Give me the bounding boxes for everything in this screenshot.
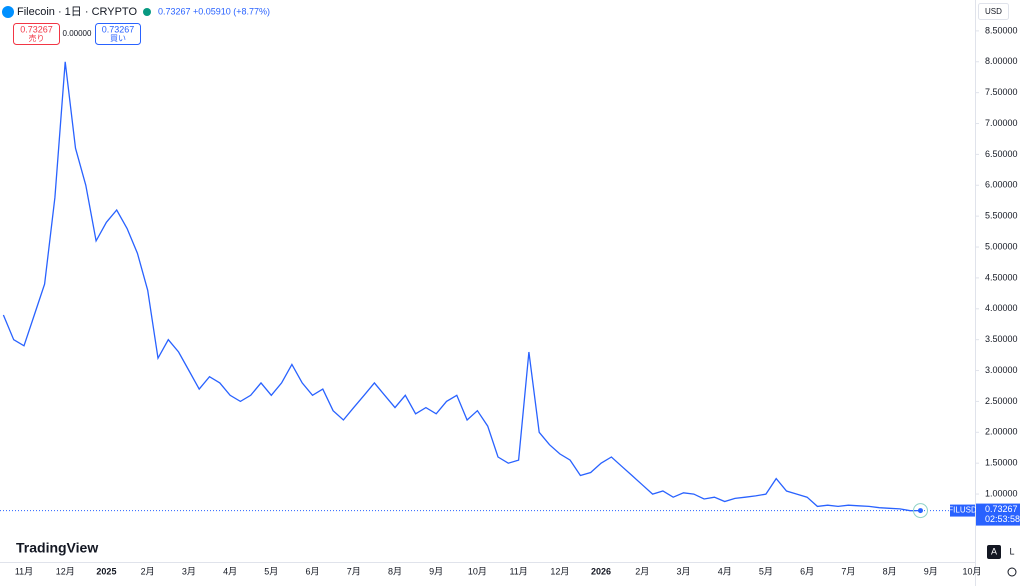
last-point-halo [912,503,928,519]
x-tick-label: 2026 [591,566,611,576]
x-tick-label: 8月 [388,566,402,576]
y-tick-label: 2.00000 [985,427,1018,437]
x-tick-label: 6月 [800,566,814,576]
spread: 0.00000 [63,29,92,38]
y-tick-label: 1.50000 [985,458,1018,468]
x-tick-label: 2月 [635,566,649,576]
x-tick-label: 3月 [676,566,690,576]
currency-button[interactable] [978,3,1009,20]
sell-label: 売り [29,33,45,43]
price-tag-label: 0.73267 [985,504,1018,514]
ticker-tag [950,504,975,517]
auto-label: A [991,546,997,556]
x-tick-label: 8月 [883,566,897,576]
y-tick-label: 7.00000 [985,118,1018,128]
x-tick-label: 5月 [264,566,278,576]
symbol-title[interactable]: Filecoin · 1日 · CRYPTO [17,6,137,18]
settings-icon[interactable] [1007,567,1017,577]
sell-price: 0.73267 [20,24,53,34]
x-tick-label: 4月 [718,566,732,576]
x-tick-label: 7月 [347,566,361,576]
x-tick-label: 4月 [223,566,237,576]
y-tick-label: 4.00000 [985,303,1018,313]
y-tick-label: 5.50000 [985,211,1018,221]
currency: USD [985,7,1002,16]
x-tick-label: 7月 [841,566,855,576]
x-tick-label: 10月 [468,566,487,576]
x-tick-label: 12月 [550,566,569,576]
x-tick-label: 11月 [15,566,33,576]
auto-button[interactable] [987,545,1001,559]
y-tick-label: 6.00000 [985,180,1018,190]
x-tick-label: 12月 [56,566,75,576]
price-tag [976,503,1020,526]
x-tick-label: 9月 [429,566,443,576]
price-change: +0.05910 (+8.77%) [193,6,270,16]
buy-label: 買い [110,34,126,43]
last-price: 0.73267 [158,6,191,16]
buy-price: 0.73267 [102,24,135,34]
y-tick-label: 7.50000 [985,87,1018,97]
x-tick-label: 10月 [963,566,982,576]
x-tick-label: 5月 [759,566,773,576]
y-tick-label: 8.00000 [985,56,1018,66]
y-tick-label: 4.50000 [985,272,1018,282]
price-line [2,61,921,512]
y-tick-label: 3.50000 [985,334,1018,344]
x-tick-label: 2月 [141,566,155,576]
x-tick-label: 2025 [96,566,116,576]
x-tick-label: 6月 [306,566,320,576]
last-point [917,508,923,514]
y-tick-label: 8.50000 [985,25,1018,35]
x-tick-label: 11月 [509,566,527,576]
y-tick-label: 3.00000 [985,365,1018,375]
x-tick-label: 9月 [924,566,938,576]
y-tick-label: 6.50000 [985,149,1018,159]
y-tick-label: 5.00000 [985,241,1018,251]
status-dot [143,8,151,16]
ticker-tag-label: FILUSD [948,506,977,515]
countdown-label: 02:53:58 [985,514,1020,524]
symbol-icon [2,6,14,18]
log-label[interactable]: L [1009,546,1014,556]
y-tick-label: 1.00000 [985,488,1018,498]
x-tick-label: 3月 [182,566,196,576]
buy-button[interactable] [95,23,141,45]
y-tick-label: 2.50000 [985,396,1018,406]
sell-button[interactable] [13,23,60,45]
logo[interactable]: TradingView [16,540,98,556]
